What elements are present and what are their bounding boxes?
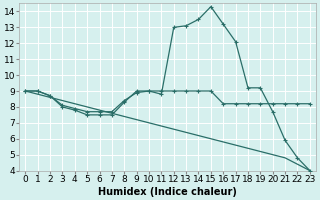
X-axis label: Humidex (Indice chaleur): Humidex (Indice chaleur) xyxy=(98,187,237,197)
